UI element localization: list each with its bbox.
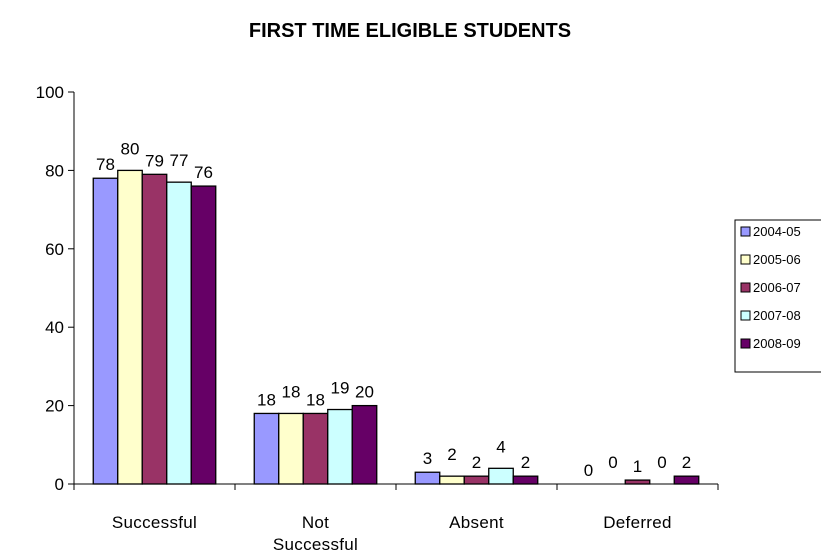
bar (141, 173, 168, 485)
bar (624, 479, 651, 485)
data-label: 18 (282, 382, 301, 401)
chart-title: FIRST TIME ELIGIBLE STUDENTS (249, 20, 571, 42)
data-label: 0 (608, 453, 617, 472)
data-label: 80 (121, 139, 140, 158)
data-label: 0 (584, 461, 593, 480)
bar (302, 412, 329, 485)
data-label: 2 (521, 453, 530, 472)
data-label: 76 (194, 163, 213, 182)
data-label: 20 (355, 383, 374, 402)
y-tick-label: 80 (45, 161, 64, 180)
data-label: 3 (423, 449, 432, 468)
y-tick-label: 60 (45, 240, 64, 259)
x-category-label: Absent (449, 513, 504, 532)
data-label: 1 (633, 457, 642, 476)
legend-label: 2008-09 (753, 336, 801, 351)
data-label: 2 (447, 445, 456, 464)
bar (463, 475, 490, 485)
data-label: 18 (306, 390, 325, 409)
legend-label: 2007-08 (753, 308, 801, 323)
data-label: 79 (145, 151, 164, 170)
data-label: 4 (496, 437, 505, 456)
bar (327, 408, 353, 485)
data-label: 2 (682, 453, 691, 472)
legend-label: 2005-06 (753, 252, 801, 267)
legend-swatch (740, 338, 751, 349)
y-tick-label: 0 (55, 475, 64, 494)
y-tick-label: 40 (45, 318, 64, 337)
legend-swatch (740, 310, 751, 321)
data-label: 78 (96, 155, 115, 174)
y-tick-label: 100 (36, 83, 64, 102)
data-label: 19 (331, 379, 350, 398)
legend: 2004-05 2005-06 2006-07 2007-08 2008-09 (734, 219, 821, 373)
bar (190, 185, 217, 485)
bar (488, 467, 514, 485)
x-category-label: Successful (273, 535, 358, 554)
bar (278, 412, 304, 485)
y-tick-label: 20 (45, 397, 64, 416)
bars (92, 169, 700, 485)
legend-swatch (740, 282, 751, 293)
bar (512, 475, 539, 485)
bar (351, 404, 378, 485)
legend-label: 2006-07 (753, 280, 801, 295)
bar (253, 412, 280, 485)
data-label: 77 (170, 151, 189, 170)
bar (166, 181, 192, 485)
bar (92, 177, 119, 485)
data-label: 2 (472, 453, 481, 472)
bar (439, 475, 465, 485)
legend-label: 2004-05 (753, 224, 801, 239)
data-label: 0 (657, 453, 666, 472)
bar (673, 475, 700, 485)
data-label: 18 (257, 390, 276, 409)
bar (117, 169, 143, 485)
legend-swatch (740, 226, 751, 237)
x-category-label: Deferred (603, 513, 672, 532)
legend-swatch (740, 254, 751, 265)
x-category-label: Not (302, 513, 329, 532)
bar (414, 471, 441, 485)
x-category-label: Successful (112, 513, 197, 532)
